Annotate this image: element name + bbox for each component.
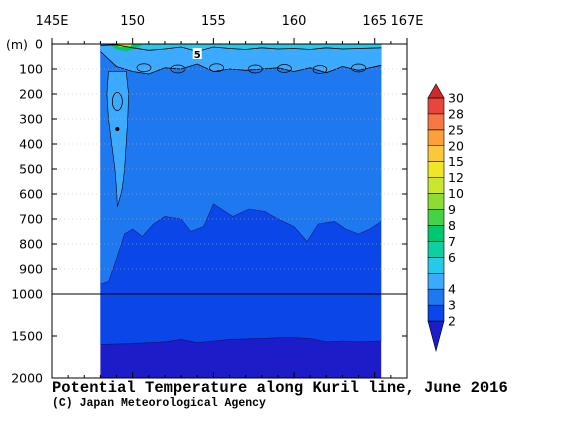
x-tick-label: 160 — [282, 14, 307, 29]
x-tick-label: 165 — [362, 14, 387, 29]
colorbar-label: 2 — [448, 314, 456, 329]
y-unit-label: (m) — [6, 37, 28, 52]
plume-dot — [115, 127, 120, 131]
colorbar-label: 9 — [448, 202, 456, 217]
colorbar-segment — [427, 272, 445, 290]
colorbar-segment — [427, 304, 445, 322]
region-upper-4 — [100, 44, 382, 74]
y-tick-label: 300 — [19, 112, 43, 127]
contour-line-5 — [100, 44, 382, 52]
colorbar-segment — [427, 97, 445, 115]
plume-core-contour — [111, 92, 123, 111]
colorbar-label: 8 — [448, 218, 456, 233]
colorbar-label: 3 — [448, 298, 456, 313]
contour-line-4 — [100, 51, 382, 75]
contour-line-2 — [100, 337, 382, 345]
contour-line-3 — [100, 203, 382, 285]
y-tick-label: 600 — [19, 187, 43, 202]
x-tick-label: 150 — [120, 14, 145, 29]
colorbar-label: 6 — [448, 250, 456, 265]
y-tick-label: 400 — [19, 137, 43, 152]
colorbar-label: 15 — [448, 154, 464, 169]
y-tick-label: 100 — [19, 62, 43, 77]
x-tick-label: 167E — [390, 14, 423, 29]
eddy-contour-4 — [277, 64, 292, 73]
y-tick-label: 500 — [19, 162, 43, 177]
colorbar-label: 25 — [448, 122, 464, 137]
colorbar-label: 4 — [448, 282, 456, 297]
colorbar-segment — [427, 241, 445, 258]
contour-label-bg — [192, 48, 202, 59]
region-3-4 — [100, 44, 382, 284]
y-tick-label: 1000 — [11, 287, 43, 302]
eddy-contour-6 — [351, 63, 366, 73]
x-tick-label: 145E — [35, 14, 68, 29]
chart-title: Potential Temperature along Kuril line, … — [52, 379, 508, 397]
colorbar-label: 28 — [448, 106, 464, 121]
region-above-5 — [100, 44, 382, 52]
warm-pocket-1 — [114, 44, 135, 47]
y-tick-label: 800 — [19, 237, 43, 252]
eddy-contour-0 — [136, 63, 152, 73]
credit-line: (C) Japan Meteorological Agency — [52, 397, 266, 410]
colorbar-segment — [427, 113, 445, 131]
colorbar-segment — [427, 320, 445, 353]
y-tick-label: 200 — [19, 87, 43, 102]
colorbar-segment — [427, 177, 445, 194]
colorbar-segment — [427, 257, 445, 274]
colorbar-segment — [427, 161, 445, 178]
contour-lines: 5 — [100, 44, 382, 345]
y-tick-label: 900 — [19, 262, 43, 277]
x-axis: 145E 150 155 160 165 167E — [35, 14, 424, 378]
colorbar-label: 12 — [448, 170, 464, 185]
eddy-contour-2 — [209, 63, 224, 73]
eddy-contour-5 — [312, 65, 328, 74]
colorbar-segment — [427, 145, 445, 162]
y-tick-label: 2000 — [11, 371, 43, 386]
colorbar-segment — [427, 225, 445, 242]
y-tick-label: 0 — [35, 37, 43, 52]
colorbar-label: 10 — [448, 186, 464, 201]
contour-line-plume — [106, 71, 129, 207]
contour-label-0: 5 — [194, 50, 201, 61]
region-plume-4-5 — [106, 71, 129, 207]
colorbar-label: 7 — [448, 234, 456, 249]
colorbar-label: 20 — [448, 138, 464, 153]
y-axis: (m) 0 100 200 300 400 500 600 700 800 900 1000 1500 2… — [6, 37, 407, 386]
colorbar-segment — [427, 129, 445, 147]
y-tick-label: 700 — [19, 212, 43, 227]
colorbar-segment — [427, 209, 445, 226]
x-tick-label: 155 — [201, 14, 226, 29]
colorbar-segment — [427, 83, 445, 99]
colorbar-label: 30 — [448, 90, 464, 105]
y-tick-label: 1500 — [11, 329, 43, 344]
colorbar-segment — [427, 193, 445, 210]
colorbar-segment — [427, 288, 445, 306]
